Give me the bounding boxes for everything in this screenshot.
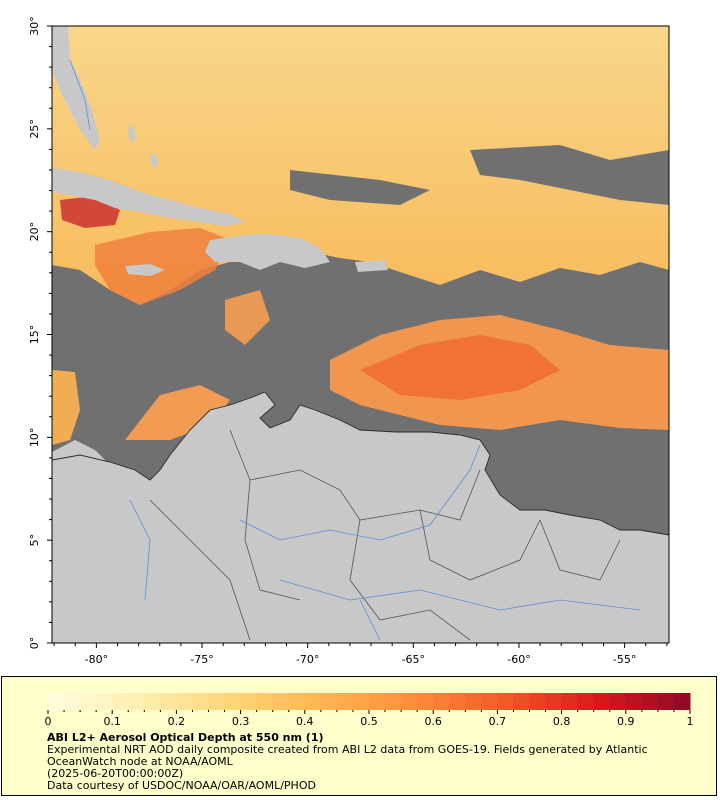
colorbar-cell xyxy=(497,693,514,710)
land-jamaica xyxy=(125,264,165,276)
lon-tick-label: -80° xyxy=(85,653,108,666)
colorbar-cell xyxy=(128,693,145,710)
aod-patch-central-isles xyxy=(225,290,270,345)
lon-tick-label: -70° xyxy=(296,653,319,666)
colorbar-tick-label: 0.9 xyxy=(617,715,635,728)
colorbar-ticks: 0 0.1 0.2 0.3 0.4 0.5 0.6 0.7 0.8 0.9 1 xyxy=(45,710,694,728)
land-cuba xyxy=(52,168,245,226)
colorbar-cell xyxy=(288,693,306,710)
colorbar-cell xyxy=(304,693,322,710)
colorbar-cell xyxy=(545,693,563,710)
colorbar-cell xyxy=(272,693,290,710)
colorbar-cell xyxy=(385,693,402,710)
lon-tick-label: -75° xyxy=(190,653,213,666)
colorbar-cell xyxy=(160,693,177,710)
aod-gap-north-east xyxy=(470,145,669,205)
colorbar-tick-label: 0.7 xyxy=(489,715,507,728)
colorbar xyxy=(48,693,691,710)
colorbar-cell xyxy=(433,693,450,710)
colorbar-cell xyxy=(336,693,354,710)
colorbar-cell xyxy=(369,693,386,710)
colorbar-tick-label: 0.8 xyxy=(553,715,571,728)
caption-title: ABI L2+ Aerosol Optical Depth at 550 nm … xyxy=(47,731,324,744)
aod-patch-west-edge xyxy=(52,370,80,445)
colorbar-cell xyxy=(144,693,161,710)
colorbar-tick-label: 0 xyxy=(45,715,52,728)
colorbar-cell xyxy=(625,693,643,710)
map-axes: -80° -75° -70° -65° -60° -55° 0° 5° 10° 15° 20° 25°… xyxy=(28,16,668,666)
lon-tick-label: -55° xyxy=(613,653,636,666)
colorbar-cell xyxy=(449,693,466,710)
map-svg: -80° -75° -70° -65° -60° -55° 0° 5° 10° 15° 20° 25°… xyxy=(28,16,670,666)
colorbar-cell xyxy=(176,693,193,710)
colorbar-cell xyxy=(609,693,627,710)
colorbar-cell xyxy=(513,693,530,710)
colorbar-cell xyxy=(465,693,482,710)
lat-tick-label: 20° xyxy=(28,222,41,242)
aod-gap-central xyxy=(290,170,430,205)
map-area: -80° -75° -70° -65° -60° -55° 0° 5° 10° 15° 20° 25°… xyxy=(28,16,670,666)
lon-tick-label: -65° xyxy=(402,653,425,666)
colorbar-tick-label: 0.5 xyxy=(360,715,378,728)
colorbar-cell xyxy=(48,693,65,710)
coastline-south-america xyxy=(52,391,669,536)
colorbar-cell xyxy=(417,693,434,710)
colorbar-cell xyxy=(561,693,579,710)
colorbar-cell xyxy=(208,693,226,710)
colorbar-cell xyxy=(64,693,81,710)
colorbar-cell xyxy=(80,693,97,710)
aod-plume-central-inner xyxy=(360,335,560,400)
lat-tick-label: 5° xyxy=(28,534,41,547)
colorbar-cell xyxy=(112,693,129,710)
map-frame-content xyxy=(52,26,669,643)
colorbar-cell xyxy=(593,693,611,710)
land-hispaniola xyxy=(205,234,330,270)
lat-tick-label: 15° xyxy=(28,325,41,345)
colorbar-cell xyxy=(657,693,675,710)
colorbar-cell xyxy=(192,693,209,710)
colorbar-tick-label: 0.4 xyxy=(296,715,314,728)
land-central-america xyxy=(52,440,110,472)
caption-date: (2025-06-20T00:00:00Z) xyxy=(47,767,184,780)
colorbar-cell xyxy=(401,693,418,710)
colorbar-tick-label: 0.3 xyxy=(232,715,250,728)
colorbar-cell xyxy=(641,693,659,710)
lat-tick-label: 10° xyxy=(28,428,41,448)
colorbar-tick-label: 0.2 xyxy=(168,715,186,728)
caption-credit: Data courtesy of USDOC/NOAA/OAR/AOML/PHO… xyxy=(47,779,316,792)
colorbar-cell xyxy=(96,693,113,710)
colorbar-svg: 0 0.1 0.2 0.3 0.4 0.5 0.6 0.7 0.8 0.9 1 xyxy=(45,693,694,728)
colorbar-tick-label: 0.1 xyxy=(103,715,121,728)
colorbar-cell xyxy=(673,693,691,710)
colorbar-cell xyxy=(352,693,370,710)
colorbar-cell xyxy=(529,693,547,710)
colorbar-tick-label: 0.6 xyxy=(424,715,442,728)
colorbar-cell xyxy=(577,693,595,710)
legend-panel: 0 0.1 0.2 0.3 0.4 0.5 0.6 0.7 0.8 0.9 1 xyxy=(1,676,717,796)
lat-tick-label: 0° xyxy=(28,637,41,650)
aod-plume-west-caribbean xyxy=(95,228,230,305)
colorbar-tick-label: 1 xyxy=(687,715,694,728)
country-borders xyxy=(149,429,621,641)
land-south-america xyxy=(52,392,669,643)
rivers xyxy=(69,59,641,641)
colorbar-cell xyxy=(224,693,242,710)
lat-tick-label: 30° xyxy=(28,16,41,36)
colorbar-cell xyxy=(320,693,338,710)
colorbar-cell xyxy=(256,693,274,710)
colorbar-cell xyxy=(240,693,258,710)
land-bahamas xyxy=(128,126,158,166)
colorbar-cell xyxy=(481,693,498,710)
lon-tick-label: -60° xyxy=(507,653,530,666)
caption-description: Experimental NRT AOD daily composite cre… xyxy=(47,743,648,768)
lat-tick-label: 25° xyxy=(28,119,41,139)
land-puerto-rico xyxy=(355,260,388,272)
